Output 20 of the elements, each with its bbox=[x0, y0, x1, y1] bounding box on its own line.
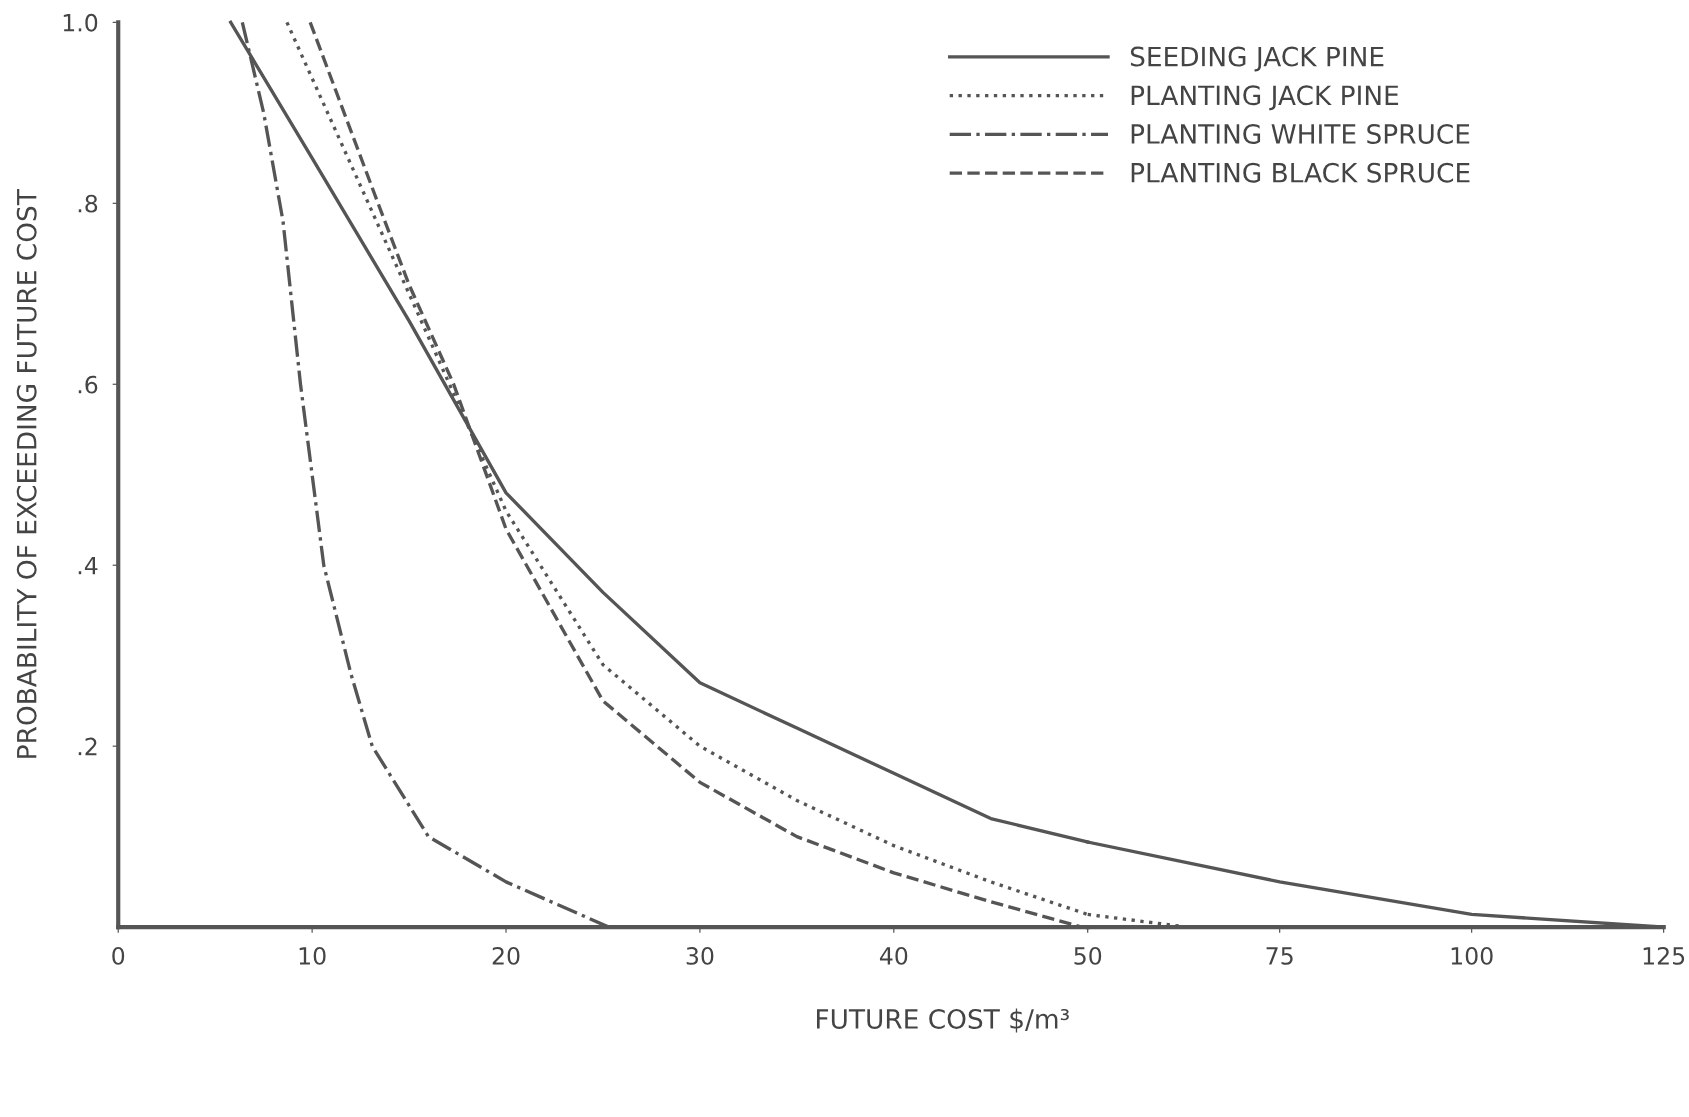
x-tick-label: 10 bbox=[299, 946, 326, 965]
x-tick-label: 125 bbox=[1643, 946, 1685, 965]
text: SEEDING JACK PINE bbox=[1130, 46, 1384, 72]
x-tick-label: 50 bbox=[1074, 946, 1102, 965]
x-tick-label: 75 bbox=[1266, 947, 1293, 965]
text: PLANTING BLACK SPRUCE bbox=[1131, 162, 1470, 183]
y-tick-label: .6 bbox=[78, 375, 98, 394]
x-tick-label: 0 bbox=[112, 946, 125, 965]
y-tick-label: .8 bbox=[78, 194, 98, 213]
x-tick-label: 40 bbox=[879, 946, 908, 965]
y-tick-label: .2 bbox=[78, 737, 97, 756]
y-tick-label: .4 bbox=[78, 556, 98, 575]
x-tick-label: 100 bbox=[1451, 946, 1493, 965]
y-axis-title: PROBABILITY OF EXCEEDING FUTURE COST bbox=[16, 189, 37, 758]
x-tick-label: 30 bbox=[686, 946, 714, 965]
text: PLANTING JACK PINE bbox=[1131, 85, 1399, 111]
x-tick-label: 20 bbox=[492, 946, 520, 965]
x-axis-title: FUTURE COST $/m³ bbox=[817, 1008, 1069, 1033]
text: PLANTING WHITE SPRUCE bbox=[1131, 124, 1470, 144]
y-tick-label: 1.0 bbox=[63, 13, 98, 32]
